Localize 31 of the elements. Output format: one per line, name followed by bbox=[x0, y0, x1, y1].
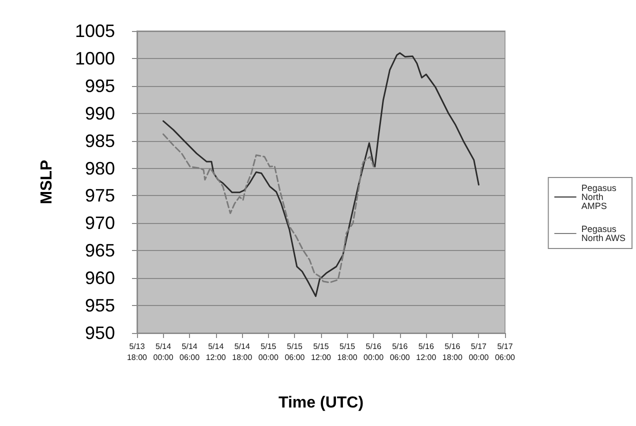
legend-label: Pegasus North AWS bbox=[581, 224, 626, 243]
x-tick-label: 5/14 18:00 bbox=[232, 342, 253, 362]
y-axis-title: MSLP bbox=[38, 159, 56, 204]
x-tick-label: 5/15 18:00 bbox=[337, 342, 358, 362]
x-tick-label: 5/17 00:00 bbox=[468, 342, 490, 362]
x-tick-label: 5/16 18:00 bbox=[442, 342, 463, 362]
y-tick-label: 995 bbox=[84, 76, 115, 96]
x-tick-label: 5/14 00:00 bbox=[153, 342, 174, 362]
y-tick-label: 985 bbox=[84, 130, 115, 151]
y-tick-label: 960 bbox=[84, 268, 115, 288]
y-tick-label: 980 bbox=[84, 158, 115, 178]
y-tick-label: 965 bbox=[84, 240, 115, 261]
x-tick-label: 5/17 06:00 bbox=[494, 342, 516, 362]
y-tick-label: 970 bbox=[84, 213, 115, 234]
y-tick-label: 990 bbox=[84, 103, 115, 124]
x-tick-label: 5/16 12:00 bbox=[416, 342, 437, 362]
x-tick-label: 5/15 12:00 bbox=[310, 342, 332, 362]
x-tick-label: 5/16 00:00 bbox=[364, 342, 384, 362]
y-tick-label: 975 bbox=[84, 186, 115, 206]
x-tick-label: 5/15 00:00 bbox=[258, 342, 279, 362]
legend-label: Pegasus North AMPS bbox=[581, 183, 619, 211]
y-tick-label: 1000 bbox=[74, 48, 115, 68]
x-axis-title: Time (UTC) bbox=[278, 394, 364, 412]
x-tick-label: 5/13 18:00 bbox=[126, 342, 148, 362]
x-tick-label: 5/16 06:00 bbox=[390, 342, 410, 362]
x-tick-label: 5/14 06:00 bbox=[180, 342, 200, 362]
y-tick-label: 950 bbox=[84, 323, 115, 343]
y-tick-label: 1005 bbox=[74, 21, 115, 41]
y-tick-label: 955 bbox=[84, 296, 115, 316]
x-tick-label: 5/15 06:00 bbox=[284, 342, 306, 362]
x-tick-label: 5/14 12:00 bbox=[206, 342, 226, 362]
